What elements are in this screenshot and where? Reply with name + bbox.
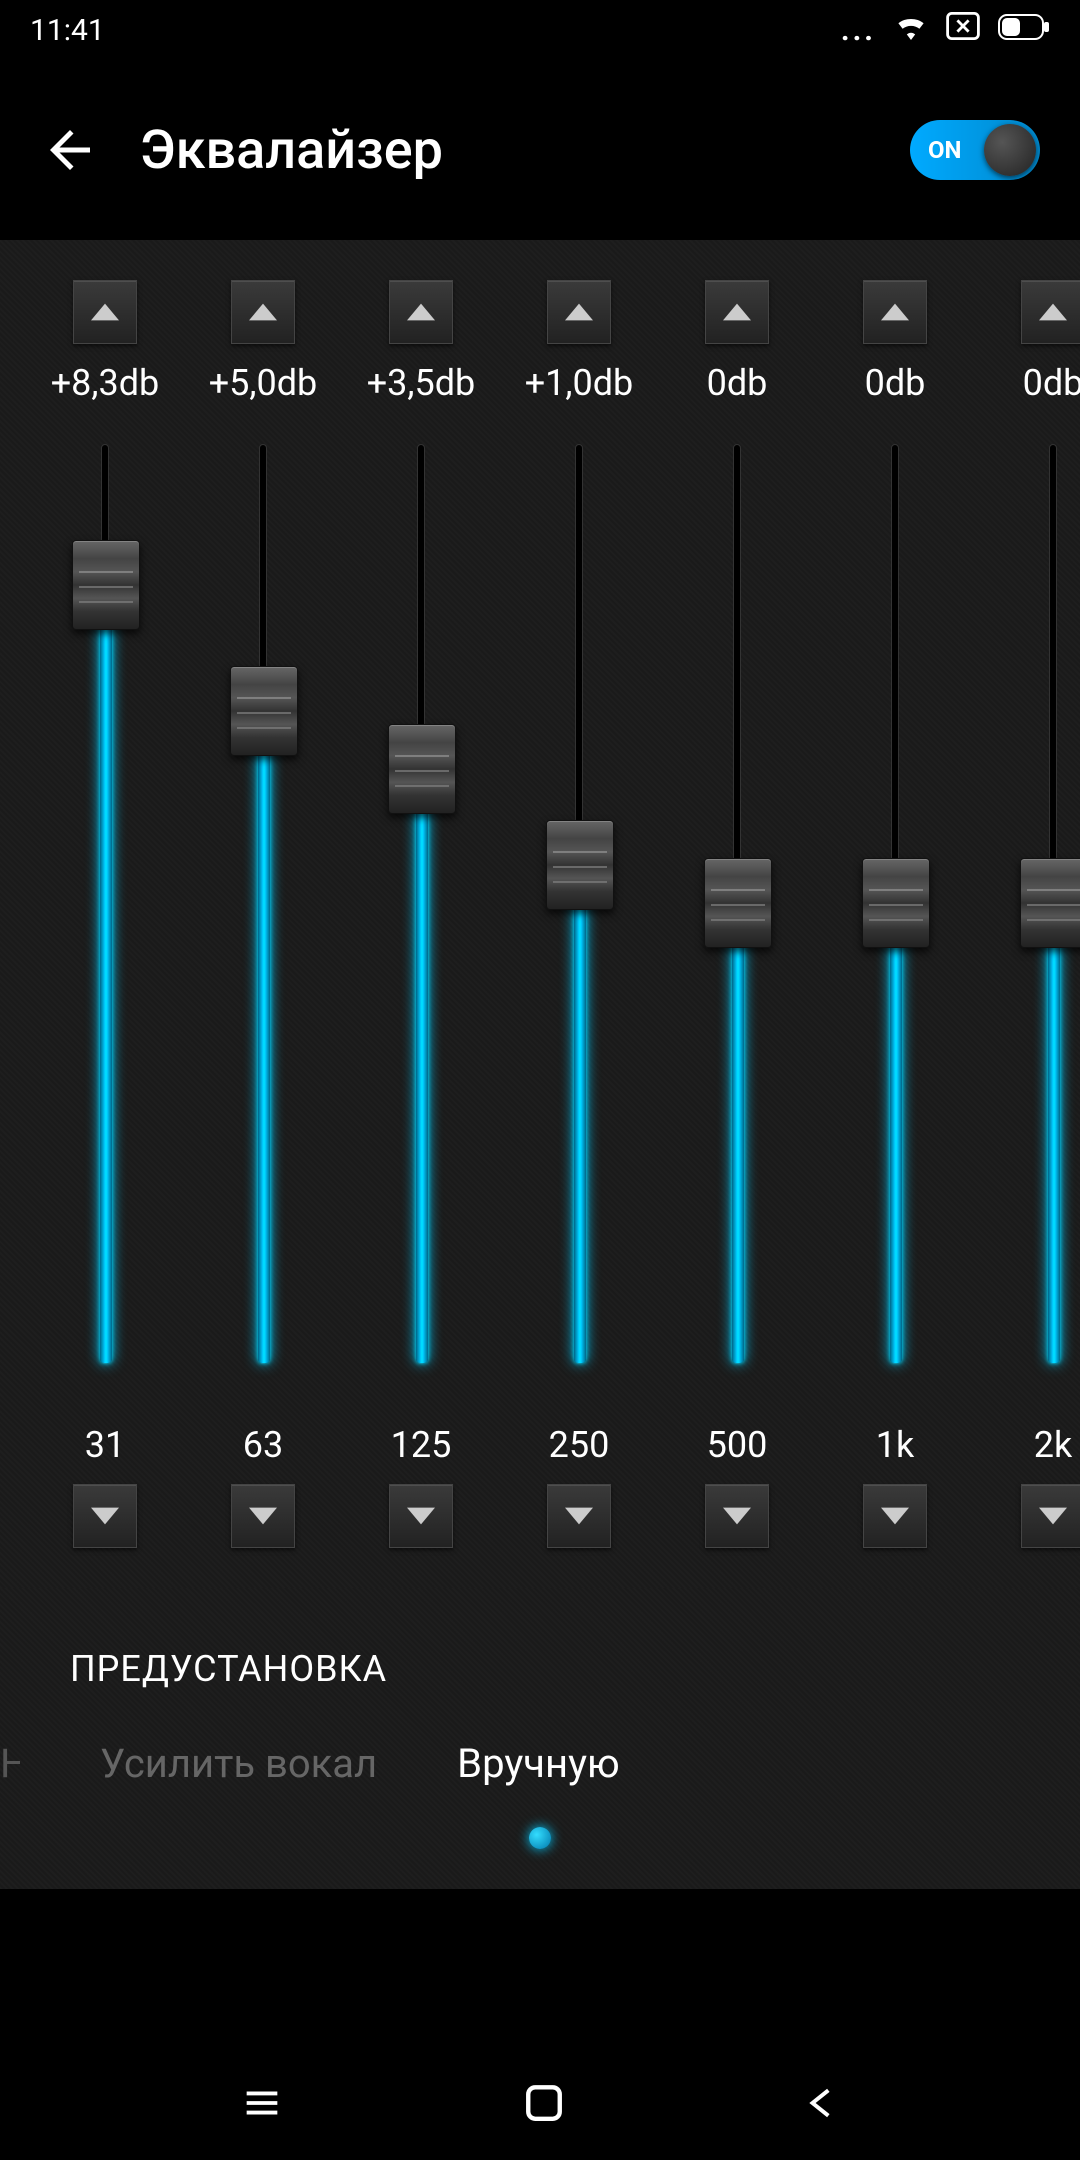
back-button[interactable]: [40, 120, 100, 180]
back-nav-button[interactable]: [803, 2084, 841, 2126]
band-up-button[interactable]: [863, 280, 927, 344]
recents-button[interactable]: [239, 2080, 285, 2130]
toggle-label: ON: [928, 136, 961, 164]
band-db-label: 0db: [865, 362, 926, 404]
band-slider-thumb[interactable]: [546, 820, 614, 910]
home-button[interactable]: [523, 2082, 565, 2128]
band-up-button[interactable]: [547, 280, 611, 344]
band-up-button[interactable]: [389, 280, 453, 344]
preset-section: ПРЕДУСТАНОВКА Н Усилить вокал Вручную: [0, 1588, 1080, 1889]
band-slider[interactable]: [733, 444, 741, 1364]
status-bar: 11:41 ...: [0, 0, 1080, 60]
no-sim-icon: [946, 12, 980, 48]
page-title: Эквалайзер: [140, 119, 870, 182]
eq-band: 0db 1k: [850, 280, 940, 1548]
eq-toggle[interactable]: ON: [910, 120, 1040, 180]
equalizer-panel: +8,3db 31 +5,0db 63 +3,5db 125: [0, 240, 1080, 1588]
band-slider-fill: [416, 769, 428, 1363]
app-header: Эквалайзер ON: [0, 60, 1080, 240]
band-slider[interactable]: [259, 444, 267, 1364]
band-slider-thumb[interactable]: [230, 666, 298, 756]
band-slider-thumb[interactable]: [704, 858, 772, 948]
band-down-button[interactable]: [1021, 1484, 1080, 1548]
band-down-button[interactable]: [863, 1484, 927, 1548]
wifi-icon: [894, 12, 928, 48]
band-db-label: +8,3db: [51, 362, 160, 404]
page-indicator-dot: [529, 1827, 551, 1849]
band-freq-label: 63: [243, 1424, 283, 1466]
eq-band: 0db 2k: [1008, 280, 1080, 1548]
band-slider[interactable]: [1049, 444, 1057, 1364]
band-down-button[interactable]: [705, 1484, 769, 1548]
band-slider[interactable]: [417, 444, 425, 1364]
preset-item[interactable]: Усилить вокал: [100, 1740, 377, 1787]
band-slider-fill: [732, 903, 744, 1363]
preset-row[interactable]: Н Усилить вокалВручную: [70, 1740, 1010, 1787]
band-db-label: +3,5db: [367, 362, 476, 404]
band-down-button[interactable]: [389, 1484, 453, 1548]
band-slider-thumb[interactable]: [72, 540, 140, 630]
band-slider-fill: [574, 865, 586, 1363]
band-up-button[interactable]: [231, 280, 295, 344]
system-nav-bar: [0, 2050, 1080, 2160]
band-freq-label: 125: [391, 1424, 452, 1466]
band-up-button[interactable]: [1021, 280, 1080, 344]
band-slider-thumb[interactable]: [1020, 858, 1080, 948]
band-db-label: 0db: [1023, 362, 1080, 404]
toggle-knob: [984, 124, 1036, 176]
band-db-label: 0db: [707, 362, 768, 404]
band-slider-fill: [258, 711, 270, 1363]
band-freq-label: 250: [549, 1424, 610, 1466]
band-freq-label: 31: [85, 1424, 125, 1466]
band-down-button[interactable]: [547, 1484, 611, 1548]
band-freq-label: 500: [707, 1424, 768, 1466]
battery-icon: [998, 13, 1050, 48]
more-icon: ...: [841, 13, 876, 48]
band-db-label: +5,0db: [209, 362, 318, 404]
band-slider[interactable]: [575, 444, 583, 1364]
band-up-button[interactable]: [73, 280, 137, 344]
preset-title: ПРЕДУСТАНОВКА: [70, 1648, 1010, 1690]
band-down-button[interactable]: [231, 1484, 295, 1548]
status-icons: ...: [841, 12, 1050, 48]
band-slider-fill: [100, 585, 112, 1363]
band-freq-label: 1k: [876, 1424, 914, 1466]
eq-band: +3,5db 125: [376, 280, 466, 1548]
eq-band: 0db 500: [692, 280, 782, 1548]
band-slider-thumb[interactable]: [862, 858, 930, 948]
eq-band: +8,3db 31: [60, 280, 150, 1548]
eq-band: +5,0db 63: [218, 280, 308, 1548]
band-freq-label: 2k: [1034, 1424, 1072, 1466]
eq-band: +1,0db 250: [534, 280, 624, 1548]
band-slider[interactable]: [891, 444, 899, 1364]
preset-item-cutoff: Н: [0, 1740, 20, 1787]
clock: 11:41: [30, 13, 105, 48]
band-slider-fill: [1048, 903, 1060, 1363]
band-slider-thumb[interactable]: [388, 724, 456, 814]
preset-item[interactable]: Вручную: [457, 1740, 620, 1787]
band-up-button[interactable]: [705, 280, 769, 344]
band-slider[interactable]: [101, 444, 109, 1364]
band-db-label: +1,0db: [525, 362, 634, 404]
band-down-button[interactable]: [73, 1484, 137, 1548]
band-slider-fill: [890, 903, 902, 1363]
